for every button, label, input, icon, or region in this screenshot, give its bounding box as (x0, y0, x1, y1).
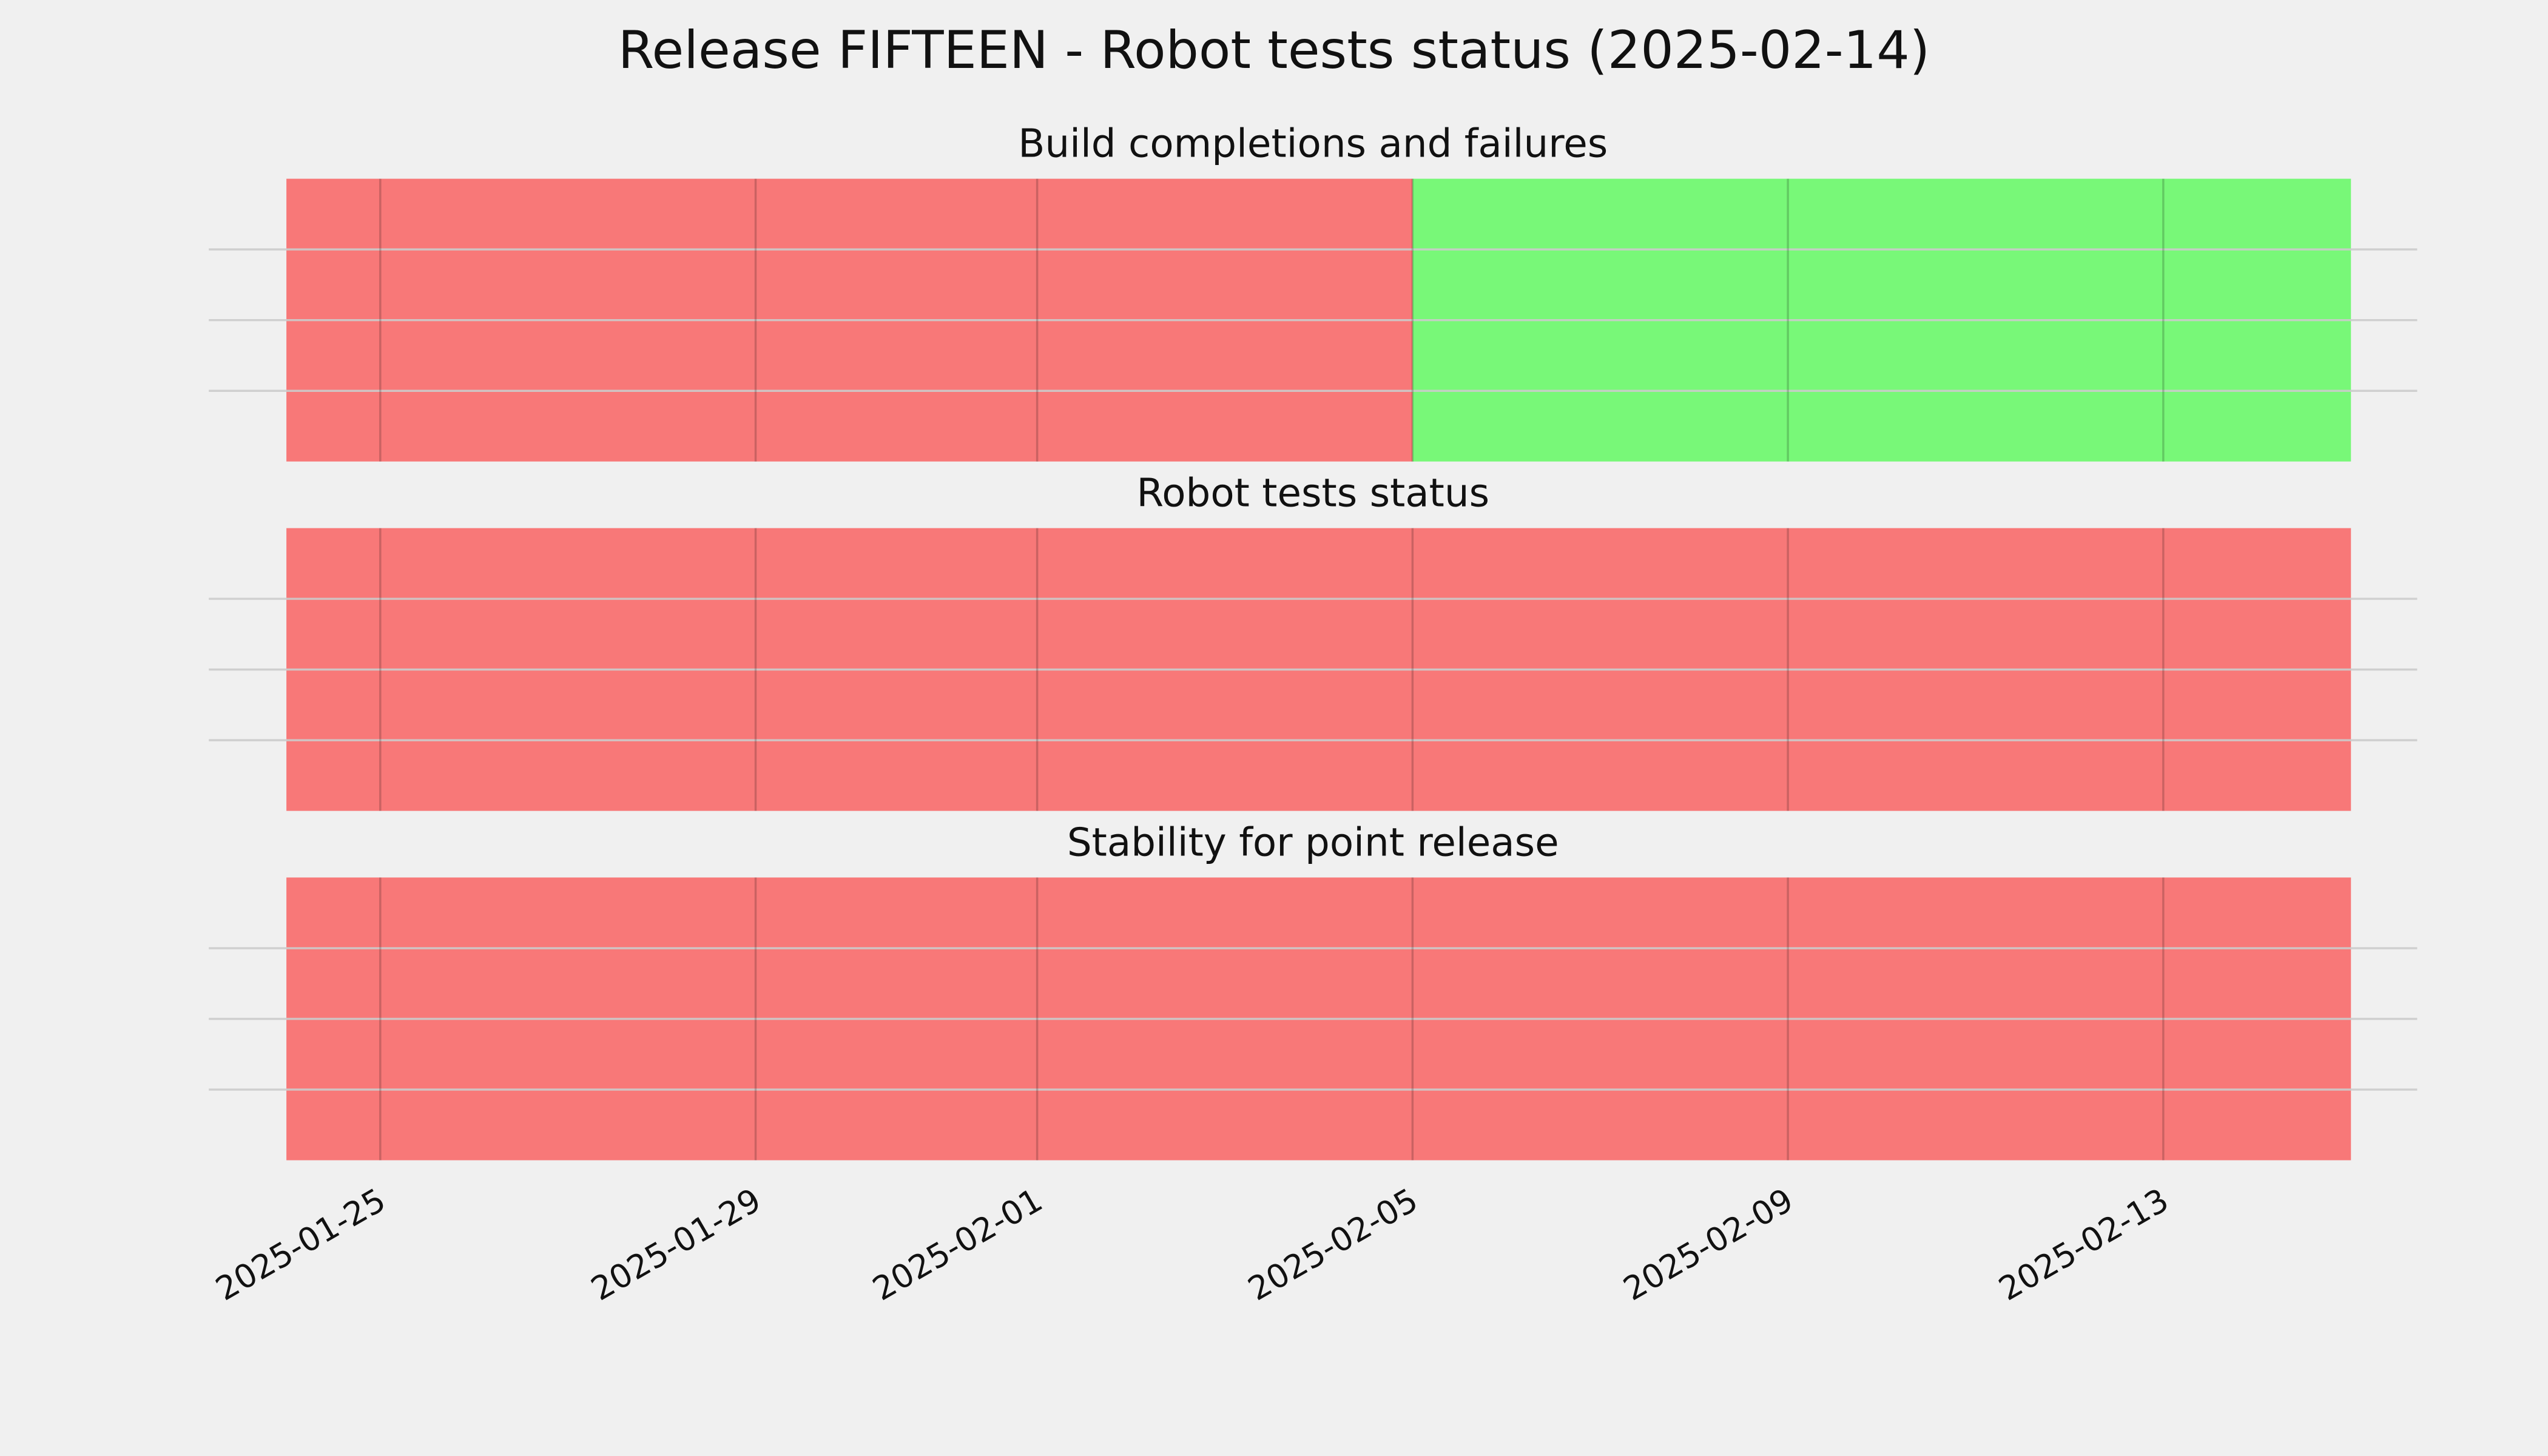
chart-title: Release FIFTEEN - Robot tests status (20… (618, 20, 1930, 81)
panel-title: Stability for point release (1067, 820, 1559, 865)
panel-title: Robot tests status (1136, 471, 1489, 516)
panel-title: Build completions and failures (1018, 121, 1608, 167)
